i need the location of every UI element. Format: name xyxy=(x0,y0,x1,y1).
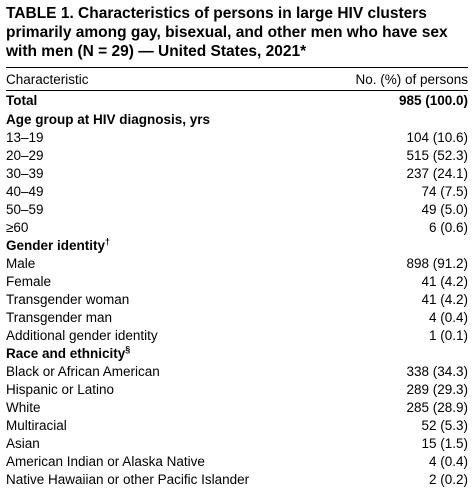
table-row: 20–29 515 (52.3) xyxy=(6,147,468,165)
section-heading: Age group at HIV diagnosis, yrs xyxy=(6,111,468,129)
table-row: White 285 (28.9) xyxy=(6,399,468,417)
row-label: Multiracial xyxy=(6,418,67,433)
row-value: 285 (28.9) xyxy=(406,400,468,415)
section-heading: Gender identity† xyxy=(6,237,468,255)
table-row: Transgender woman 41 (4.2) xyxy=(6,291,468,309)
table-row: Hispanic or Latino 289 (29.3) xyxy=(6,381,468,399)
row-label: Black or African American xyxy=(6,364,160,379)
table-body: Age group at HIV diagnosis, yrs 13–19 104 … xyxy=(6,111,468,489)
row-label: Male xyxy=(6,256,36,271)
row-value: 104 (10.6) xyxy=(406,130,468,145)
section-label: Gender identity xyxy=(6,238,106,253)
row-value: 1 (0.1) xyxy=(428,328,468,343)
row-value: 237 (24.1) xyxy=(406,166,468,181)
row-label: Native Hawaiian or other Pacific Islande… xyxy=(6,472,250,487)
table-row: American Indian or Alaska Native 4 (0.4) xyxy=(6,453,468,471)
row-value: 4 (0.4) xyxy=(428,310,468,325)
row-label: Transgender woman xyxy=(6,292,130,307)
row-value: 74 (7.5) xyxy=(421,184,468,199)
table-row: 50–59 49 (5.0) xyxy=(6,201,468,219)
row-value: 338 (34.3) xyxy=(406,364,468,379)
table-row: Asian 15 (1.5) xyxy=(6,435,468,453)
row-label: Additional gender identity xyxy=(6,328,158,343)
row-label: 13–19 xyxy=(6,130,44,145)
footnote-mark: § xyxy=(125,344,131,355)
row-value: 2 (0.2) xyxy=(428,472,468,487)
section-label-wrap: Gender identity† xyxy=(6,237,110,255)
header-rule xyxy=(6,90,468,91)
footnote-mark: † xyxy=(105,236,111,247)
table-row: 13–19 104 (10.6) xyxy=(6,129,468,147)
row-label: 40–49 xyxy=(6,184,44,199)
row-value: 41 (4.2) xyxy=(421,292,468,307)
table-row: 30–39 237 (24.1) xyxy=(6,165,468,183)
row-label: ≥60 xyxy=(6,220,29,235)
table-row: Male 898 (91.2) xyxy=(6,255,468,273)
row-label: Hispanic or Latino xyxy=(6,382,115,397)
row-label: 50–59 xyxy=(6,202,44,217)
table-row: Female 41 (4.2) xyxy=(6,273,468,291)
total-row: Total 985 (100.0) xyxy=(6,91,468,111)
section-label-wrap: Race and ethnicity§ xyxy=(6,345,130,363)
row-label: Asian xyxy=(6,436,40,451)
header-count: No. (%) of persons xyxy=(355,71,468,87)
table-row: Native Hawaiian or other Pacific Islande… xyxy=(6,471,468,489)
row-value: 6 (0.6) xyxy=(428,220,468,235)
row-value: 898 (91.2) xyxy=(406,256,468,271)
table-row: Additional gender identity 1 (0.1) xyxy=(6,327,468,345)
header-row: Characteristic No. (%) of persons xyxy=(6,68,468,90)
row-value: 41 (4.2) xyxy=(421,274,468,289)
table-title: TABLE 1. Characteristics of persons in l… xyxy=(6,5,448,60)
section-label: Age group at HIV diagnosis, yrs xyxy=(6,112,211,127)
row-label: American Indian or Alaska Native xyxy=(6,454,205,469)
total-label: Total xyxy=(6,93,38,108)
row-label: Transgender man xyxy=(6,310,113,325)
table-row: Multiracial 52 (5.3) xyxy=(6,417,468,435)
table-row: Transgender man 4 (0.4) xyxy=(6,309,468,327)
row-label: 20–29 xyxy=(6,148,44,163)
row-value: 289 (29.3) xyxy=(406,382,468,397)
row-value: 49 (5.0) xyxy=(421,202,468,217)
top-rule xyxy=(6,67,468,68)
row-label: White xyxy=(6,400,41,415)
row-label: Female xyxy=(6,274,52,289)
total-value: 985 (100.0) xyxy=(398,93,468,108)
section-heading: Race and ethnicity§ xyxy=(6,345,468,363)
section-label: Race and ethnicity xyxy=(6,346,126,361)
row-value: 515 (52.3) xyxy=(406,148,468,163)
row-label: 30–39 xyxy=(6,166,44,181)
table-row: Black or African American 338 (34.3) xyxy=(6,363,468,381)
row-value: 4 (0.4) xyxy=(428,454,468,469)
row-value: 15 (1.5) xyxy=(421,436,468,451)
table-row: ≥60 6 (0.6) xyxy=(6,219,468,237)
row-value: 52 (5.3) xyxy=(421,418,468,433)
header-characteristic: Characteristic xyxy=(6,71,89,87)
table-row: 40–49 74 (7.5) xyxy=(6,183,468,201)
